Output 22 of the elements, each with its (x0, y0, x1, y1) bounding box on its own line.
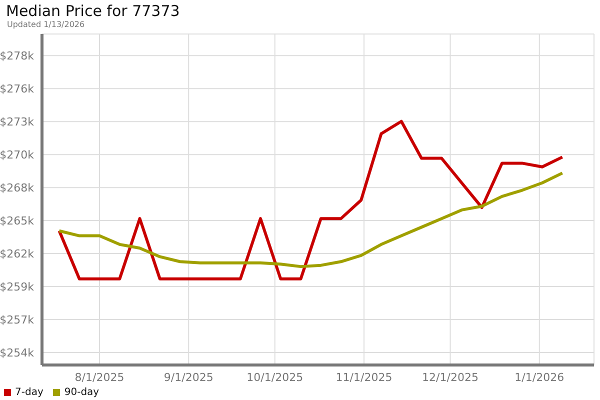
x-tick-label: 1/1/2026 (514, 370, 564, 384)
chart-title: Median Price for 77373 (6, 2, 180, 20)
y-tick-label: $273k (0, 116, 35, 129)
line-series (58, 172, 564, 268)
y-tick-label: $254k (0, 346, 35, 360)
x-tick-label: 9/1/2025 (164, 370, 214, 384)
x-tick-label: 8/1/2025 (74, 370, 124, 384)
x-tick-label: 10/1/2025 (246, 370, 304, 384)
y-tick-label: $276k (0, 82, 35, 96)
y-tick-label: $262k (0, 247, 35, 260)
y-tick-label: $270k (0, 148, 35, 162)
line-series (58, 120, 564, 280)
x-tick-label: 11/1/2025 (336, 370, 392, 384)
y-tick-label: $268k (0, 181, 35, 194)
y-tick-label: $265k (0, 214, 35, 228)
legend-label: 90-day (64, 387, 100, 398)
x-tick-label: 12/1/2025 (422, 370, 478, 384)
legend-label: 7-day (15, 387, 44, 398)
y-tick-label: $278k (0, 50, 35, 63)
y-tick-label: $259k (0, 280, 35, 294)
chart-subtitle: Updated 1/13/2026 (7, 20, 85, 29)
y-tick-label: $257k (0, 313, 35, 326)
